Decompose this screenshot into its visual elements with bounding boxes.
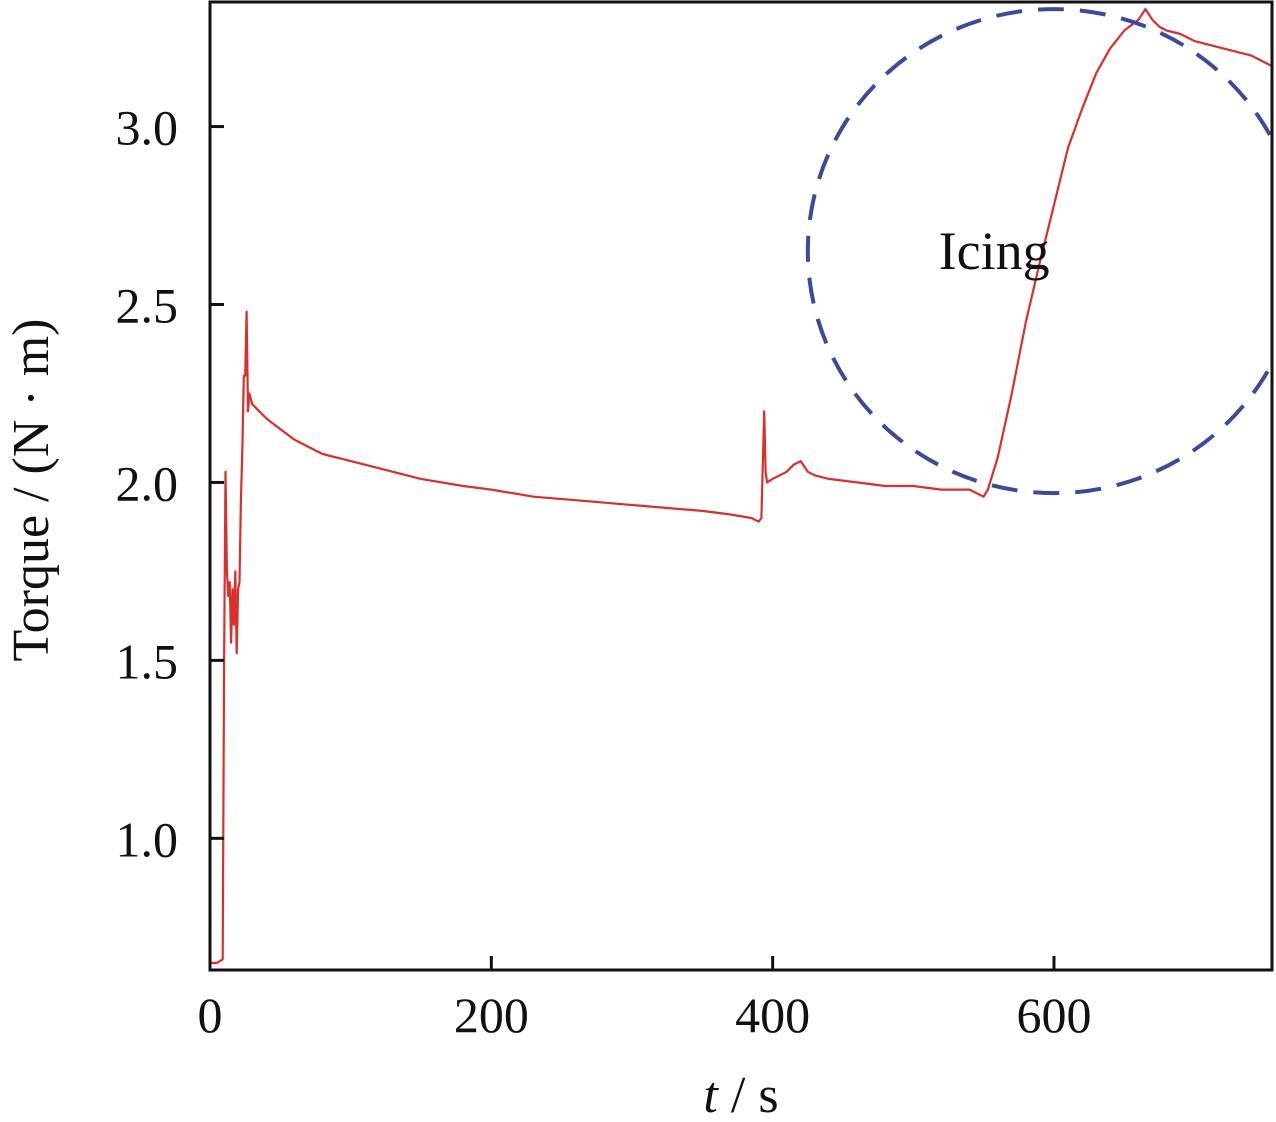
y-tick-label: 2.0 <box>116 455 179 511</box>
series-layer <box>210 8 1272 965</box>
y-axis-title: Torque / (N · m) <box>3 319 60 662</box>
torque-series-line <box>210 8 1272 965</box>
x-axis-variable: t <box>703 1067 719 1122</box>
x-tick-label: 400 <box>735 987 810 1043</box>
x-axis-unit: / s <box>718 1067 779 1122</box>
x-axis-ticks: 0 200 400 600 <box>198 956 1091 1043</box>
y-axis-ticks: 1.0 1.5 2.0 2.5 3.0 <box>116 100 224 867</box>
icing-region-ellipse <box>805 7 1272 496</box>
y-tick-label: 2.5 <box>116 278 179 334</box>
annotation-layer: Icing <box>805 7 1272 496</box>
x-tick-label: 0 <box>198 987 223 1043</box>
x-axis-title: t / s <box>703 1067 778 1122</box>
plot-frame <box>208 0 1274 972</box>
y-tick-label: 3.0 <box>116 100 179 156</box>
icing-annotation: Icing <box>939 221 1050 281</box>
x-tick-label: 600 <box>1016 987 1091 1043</box>
y-tick-label: 1.0 <box>116 811 179 867</box>
y-tick-label: 1.5 <box>116 633 179 689</box>
x-tick-label: 200 <box>454 987 529 1043</box>
